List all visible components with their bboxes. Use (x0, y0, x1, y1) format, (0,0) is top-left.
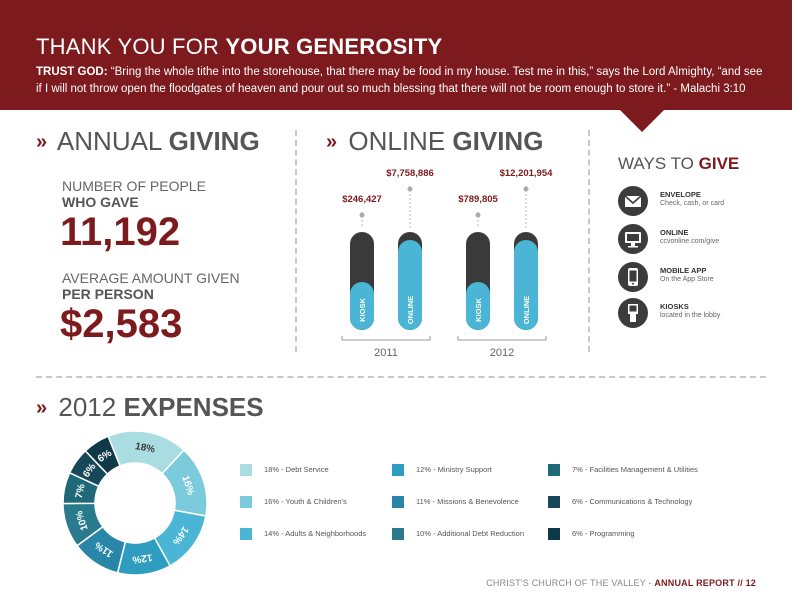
legend-label: 12% - Ministry Support (416, 465, 492, 474)
page-title: THANK YOU FOR YOUR GENEROSITY (36, 34, 442, 60)
leader-dot (407, 186, 413, 192)
donut-slice (84, 435, 121, 476)
bar-fill (466, 282, 490, 330)
quote-lead: TRUST GOD: (36, 66, 108, 78)
kiosk-icon (618, 298, 648, 328)
people-label: NUMBER OF PEOPLE WHO GAVE (62, 178, 206, 210)
legend-label: 6% - Communications & Technology (572, 497, 693, 506)
way-desc: Check, cash, or card (660, 200, 725, 207)
avg-label-line-1: AVERAGE AMOUNT GIVEN (62, 270, 240, 286)
group-bracket (457, 336, 547, 341)
legend-swatch (392, 496, 404, 508)
divider-right (588, 130, 590, 352)
divider-left (295, 130, 297, 352)
bar-series-label: ONLINE (522, 296, 531, 324)
donut-slice-label: 7% (74, 483, 88, 500)
donut-slice-label: 18% (134, 441, 156, 455)
bar-series-label: KIOSK (358, 298, 367, 322)
online-giving-title-bold: GIVING (452, 126, 544, 156)
legend-swatch (548, 464, 560, 476)
leader-dot (475, 212, 481, 218)
page-title-bold: YOUR GENEROSITY (225, 34, 443, 59)
page-footer: CHRIST'S CHURCH OF THE VALLEY - ANNUAL R… (486, 578, 756, 588)
legend-swatch (392, 528, 404, 540)
quote-text: “Bring the whole tithe into the storehou… (36, 66, 763, 95)
page-title-light: THANK YOU FOR (36, 34, 220, 59)
category-label: 2012 (490, 347, 514, 359)
way-name: ENVELOPE (660, 190, 701, 199)
footer-page: // 12 (737, 578, 756, 588)
monitor-icon (618, 224, 648, 254)
leader-dot (523, 186, 529, 192)
avg-value: $2,583 (60, 302, 183, 346)
avg-label-line-2: PER PERSON (62, 286, 154, 302)
ways-title-light: WAYS TO (618, 154, 694, 173)
banner-notch (620, 110, 664, 132)
way-name: MOBILE APP (660, 266, 707, 275)
legend-label: 11% - Missions & Benevolence (416, 497, 519, 506)
expenses-donut-chart: 18%16%14%12%11%10%7%6%6% (62, 430, 208, 576)
people-label-line-2: WHO GAVE (62, 194, 139, 210)
annual-giving-title: » ANNUAL GIVING (36, 126, 260, 157)
avg-label: AVERAGE AMOUNT GIVEN PER PERSON (62, 270, 240, 302)
legend-swatch (240, 496, 252, 508)
expenses-title-bold: EXPENSES (123, 392, 264, 422)
chevron-right-icon: » (36, 397, 48, 419)
bar-value-label: $246,427 (342, 194, 382, 205)
legend-swatch (548, 528, 560, 540)
legend-label: 14% - Adults & Neighborhoods (264, 529, 367, 538)
way-desc: On the App Store (660, 276, 714, 283)
ways-title-bold: GIVE (698, 154, 740, 173)
way-name: KIOSKS (660, 302, 689, 311)
online-giving-title: » ONLINE GIVING (326, 126, 543, 157)
footer-report: ANNUAL REPORT (654, 578, 735, 588)
annual-giving-title-bold: GIVING (168, 126, 260, 156)
legend-label: 10% - Additional Debt Reduction (416, 529, 524, 538)
bar-series-label: ONLINE (406, 296, 415, 324)
legend-swatch (392, 464, 404, 476)
footer-org: CHRIST'S CHURCH OF THE VALLEY - (486, 578, 652, 588)
way-desc: located in the lobby (660, 312, 721, 319)
phone-icon (618, 262, 648, 292)
people-label-line-1: NUMBER OF PEOPLE (62, 178, 206, 194)
legend-label: 6% - Programming (572, 529, 635, 538)
bar-fill (350, 282, 374, 330)
bar-value-label: $12,201,954 (500, 168, 554, 179)
way-name: ONLINE (660, 228, 689, 237)
leader-dot (359, 212, 365, 218)
online-giving-chart: KIOSK $246,427 ONLINE $7,758,886 2011 KIOSK $7… (341, 168, 554, 359)
expenses-title: » 2012 EXPENSES (36, 392, 264, 423)
bar-value-label: $789,805 (458, 194, 498, 205)
legend-swatch (240, 464, 252, 476)
scripture-quote: TRUST GOD: “Bring the whole tithe into t… (36, 64, 766, 98)
ways-to-give-title: WAYS TO GIVE (618, 154, 739, 174)
online-giving-title-light: ONLINE (348, 126, 446, 156)
group-bracket (341, 336, 431, 341)
legend-swatch (240, 528, 252, 540)
legend-swatch (548, 496, 560, 508)
expenses-title-light: 2012 (58, 392, 117, 422)
legend-label: 7% - Facilities Management & Utilities (572, 465, 698, 474)
header-banner: THANK YOU FOR YOUR GENEROSITY TRUST GOD:… (0, 0, 792, 110)
bar-fill (398, 240, 422, 330)
donut-slice-label: 12% (132, 551, 153, 565)
annual-giving-title-light: ANNUAL (56, 126, 162, 156)
chevron-right-icon: » (36, 131, 48, 153)
legend-label: 16% - Youth & Children's (264, 497, 347, 506)
bar-value-label: $7,758,886 (386, 168, 434, 179)
people-value: 11,192 (60, 210, 181, 254)
way-desc: ccvonline.com/give (660, 238, 720, 245)
section-divider (36, 376, 766, 378)
bar-fill (514, 240, 538, 330)
category-label: 2011 (374, 347, 398, 359)
legend-label: 18% - Debt Service (264, 465, 329, 474)
chevron-right-icon: » (326, 131, 338, 153)
envelope-icon (618, 186, 648, 216)
bar-series-label: KIOSK (474, 298, 483, 322)
